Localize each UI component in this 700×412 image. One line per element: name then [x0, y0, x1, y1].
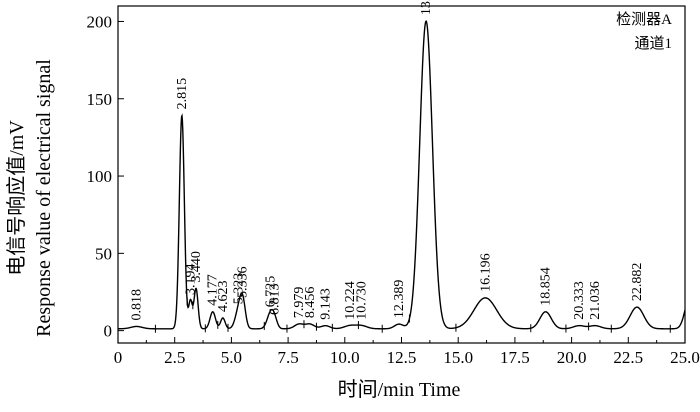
plot-layer: 0 50 100 150 200 0 2.5 5.0 7.5 10.0 12.5 15.0 17.5 20… [87, 0, 700, 367]
y-tick-label: 50 [95, 244, 112, 263]
peak-label: 10.224 [343, 281, 358, 320]
peak-label: 16.196 [478, 253, 493, 292]
x-axis-title: 时间/min Time [338, 378, 461, 401]
y-tick-label: 0 [104, 322, 113, 341]
x-tick-label: 7.5 [277, 348, 298, 367]
x-tick-label: 22.5 [613, 348, 643, 367]
peak-label: 5.336 [236, 267, 251, 299]
peak-label: 13.584 [419, 0, 434, 15]
y-tick-label: 150 [87, 90, 113, 109]
peak-label: 12.389 [392, 280, 407, 319]
x-tick-label: 10.0 [330, 348, 360, 367]
peak-label: 6.813 [268, 284, 283, 316]
peak-label: 20.333 [572, 281, 587, 320]
x-tick-label: 12.5 [387, 348, 417, 367]
x-tick-label: 5.0 [221, 348, 242, 367]
y-axis-title-line-2: Response value of electrical signal [33, 59, 55, 337]
peak-label: 9.143 [318, 288, 333, 320]
legend-channel: 通道1 [634, 35, 672, 52]
x-tick-label: 15.0 [443, 348, 473, 367]
y-tick-label: 200 [87, 12, 113, 31]
peak-label: 3.194 [183, 264, 198, 296]
peak-label: 6.725 [264, 276, 279, 308]
peak-label: 0.818 [130, 289, 145, 321]
peak-label: 5.323 [232, 273, 247, 305]
peak-label: 2.815 [175, 78, 190, 110]
x-tick-label: 17.5 [500, 348, 530, 367]
peak-label: 21.036 [588, 281, 603, 320]
peak-label: 3.440 [189, 251, 204, 283]
peak-label: 8.456 [303, 287, 318, 319]
peak-label: 4.177 [206, 274, 221, 306]
signal-trace [117, 20, 686, 330]
y-axis-title-line-1: 电信号响应值/mV [5, 120, 28, 276]
peak-label: 4.623 [216, 281, 231, 313]
legend: 检测器A 通道1 [616, 11, 672, 52]
peak-label: 18.854 [539, 267, 554, 306]
peak-label: 22.882 [630, 263, 645, 302]
legend-detector: 检测器A [616, 11, 672, 28]
y-tick-label: 100 [87, 167, 113, 186]
x-tick-label: 20.0 [557, 348, 587, 367]
x-tick-label: 0 [114, 348, 123, 367]
x-tick-label: 2.5 [164, 348, 185, 367]
y-axis-title: 电信号响应值/mV Response value of electrical s… [5, 59, 55, 337]
peak-label: 10.730 [354, 281, 369, 320]
peak-label: 7.979 [292, 287, 307, 319]
x-tick-label: 25.0 [670, 348, 700, 367]
